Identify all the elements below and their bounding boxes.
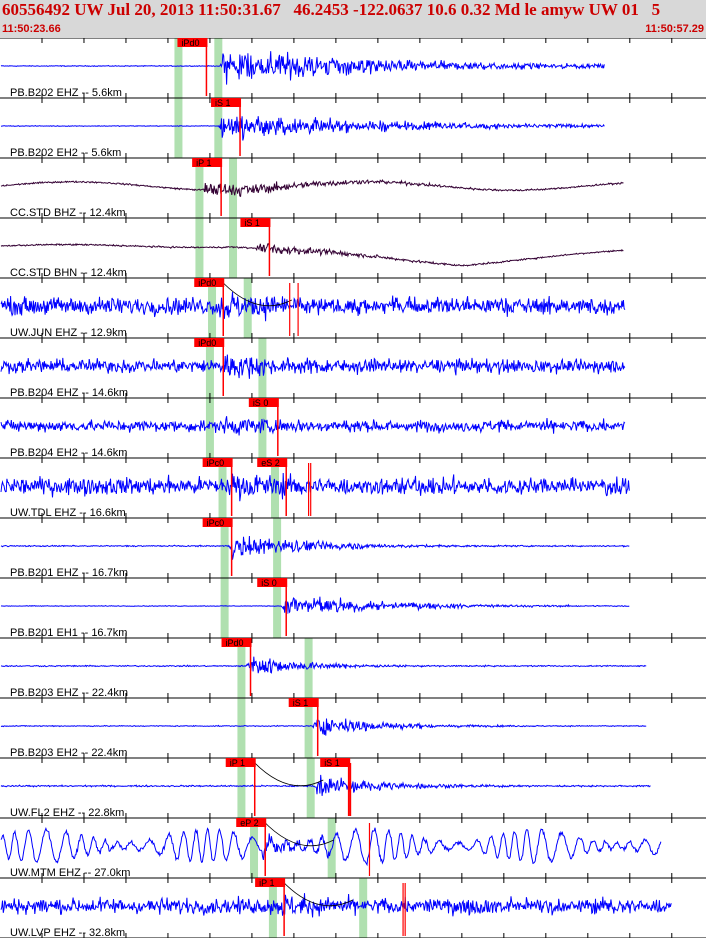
pick-flag[interactable] (225, 758, 256, 767)
station-label: PB.B204 EH2 -- 14.6km (10, 447, 127, 459)
pick-flag[interactable] (255, 878, 286, 887)
picks: iPd0 iS 1 iP 1 iS 1 iPd0 iPd0 iS 0 iPc0 eS 2 iPc0… (177, 38, 406, 936)
p-window (237, 638, 246, 698)
pick-label: iP 1 (230, 758, 245, 768)
station-labels: PB.B202 EHZ -- 5.6km PB.B202 EH2 -- 5.6km… (10, 87, 130, 938)
pick-label: iPc0 (207, 518, 225, 528)
pick-label: iPd0 (198, 278, 216, 288)
station-label: PB.B201 EH1 -- 16.7km (10, 627, 127, 639)
station-label: PB.B204 EHZ -- 14.6km (10, 387, 128, 399)
waveform-trace (0, 827, 662, 867)
pick-label: iPd0 (181, 38, 199, 48)
pick-flag[interactable] (257, 578, 288, 587)
time-end-label: 11:50:57.29 (645, 23, 704, 35)
pick-label: iPd0 (198, 338, 216, 348)
station-label: PB.B203 EH2 -- 22.4km (10, 747, 127, 759)
moveout-curve (262, 819, 334, 847)
waveform-trace (0, 116, 605, 141)
station-label: CC.STD BHZ -- 12.4km (10, 207, 126, 219)
phase-windows (174, 38, 368, 938)
station-label: UW.FL2 EHZ -- 22.8km (10, 807, 124, 819)
waveform-trace (0, 354, 626, 379)
pick-label: iS 1 (293, 698, 309, 708)
pick-flag[interactable] (236, 818, 267, 827)
station-label: PB.B203 EHZ -- 22.4km (10, 687, 128, 699)
s-window (214, 38, 223, 98)
station-label: UW.JUN EHZ -- 12.9km (10, 327, 127, 339)
station-label: UW.TDL EHZ -- 16.6km (10, 507, 126, 519)
s-window (258, 398, 267, 458)
waveform-trace (0, 51, 605, 85)
pick-flag[interactable] (202, 518, 233, 527)
pick-flag[interactable] (221, 638, 252, 647)
pick-label: iS 1 (215, 98, 231, 108)
s-window (214, 98, 223, 158)
pick-label: iPc0 (207, 458, 225, 468)
waveform-trace (0, 893, 672, 918)
pick-flag[interactable] (320, 758, 351, 767)
moveout-curves (220, 279, 353, 907)
station-label: PB.B202 EH2 -- 5.6km (10, 147, 121, 159)
pick-flag[interactable] (248, 398, 279, 407)
pick-flag[interactable] (288, 698, 319, 707)
p-window (237, 698, 246, 758)
s-window (306, 758, 315, 818)
pick-label: iS 1 (324, 758, 340, 768)
pick-label: iPd0 (226, 638, 244, 648)
waveform-trace (0, 717, 647, 736)
waveform-trace (0, 774, 651, 796)
moveout-curve (251, 759, 324, 787)
pick-flag[interactable] (194, 278, 225, 287)
traces (0, 51, 672, 918)
p-window (250, 818, 259, 878)
pick-flag[interactable] (202, 458, 233, 467)
station-label: UW.LVP EHZ -- 32.8km (10, 927, 125, 938)
station-label: PB.B202 EHZ -- 5.6km (10, 87, 122, 99)
s-window (304, 698, 313, 758)
waveform-trace (0, 416, 626, 436)
pick-label: iP 1 (196, 158, 211, 168)
pick-label: iS 1 (244, 218, 260, 228)
s-window (243, 278, 252, 338)
p-window (174, 38, 183, 98)
p-window (220, 518, 229, 578)
grid (0, 38, 706, 938)
time-start-label: 11:50:23.66 (2, 23, 61, 35)
waveform-trace (0, 292, 626, 322)
p-window (237, 758, 246, 818)
waveform-trace (0, 535, 630, 560)
s-window (273, 518, 282, 578)
pick-label: iP 1 (259, 878, 274, 888)
waveform-trace (0, 596, 630, 614)
moveout-curve (220, 279, 292, 307)
waveform-trace (0, 472, 630, 502)
pick-label: eP 2 (240, 818, 258, 828)
header-bar: 60556492 UW Jul 20, 2013 11:50:31.67 46.… (0, 0, 706, 38)
pick-flag[interactable] (177, 38, 208, 47)
pick-label: iS 0 (261, 578, 277, 588)
waveform-trace (0, 242, 624, 267)
p-window (205, 398, 214, 458)
station-label: UW.MTM EHZ -- 27.0km (10, 867, 130, 879)
pick-label: eS 2 (261, 458, 280, 468)
event-title: 60556492 UW Jul 20, 2013 11:50:31.67 46.… (2, 0, 661, 19)
pick-label: iS 0 (253, 398, 269, 408)
pick-flag[interactable] (240, 218, 271, 227)
pick-flag[interactable] (211, 98, 242, 107)
moveout-curve (281, 879, 353, 907)
waveform-trace (0, 178, 624, 198)
pick-flag[interactable] (194, 338, 225, 347)
station-label: PB.B201 EHZ -- 16.7km (10, 567, 128, 579)
pick-flag[interactable] (192, 158, 223, 167)
p-window (174, 98, 183, 158)
s-window (273, 578, 282, 638)
p-window (195, 158, 204, 218)
pick-flag[interactable] (257, 458, 288, 467)
station-label: CC.STD BHN -- 12.4km (10, 267, 127, 279)
waveform-trace (0, 656, 647, 674)
seismogram-plot: iPd0 iS 1 iP 1 iS 1 iPd0 iPd0 iS 0 iPc0 eS 2 iPc0… (0, 38, 706, 938)
p-window (220, 578, 229, 638)
